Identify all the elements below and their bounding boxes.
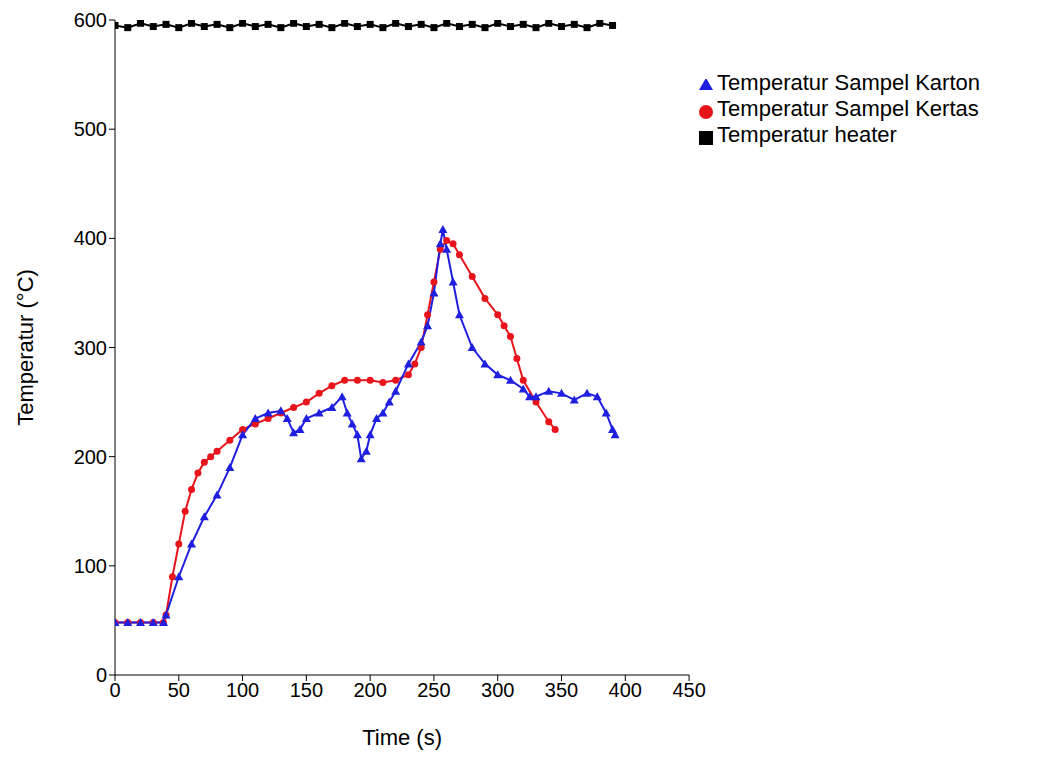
svg-text:600: 600 <box>74 9 107 31</box>
svg-text:100: 100 <box>74 555 107 577</box>
svg-text:300: 300 <box>74 337 107 359</box>
svg-text:200: 200 <box>353 679 386 701</box>
html-text:Temperatur Sampel Karton: Temperatur Sampel Karton <box>717 70 980 95</box>
svg-text:0: 0 <box>96 664 107 686</box>
svg-text:500: 500 <box>74 118 107 140</box>
svg-text:450: 450 <box>672 679 705 701</box>
svg-text:250: 250 <box>417 679 450 701</box>
svg-text:100: 100 <box>226 679 259 701</box>
svg-text:350: 350 <box>545 679 578 701</box>
svg-text:200: 200 <box>74 446 107 468</box>
html-text:Temperatur Sampel Kertas: Temperatur Sampel Kertas <box>717 96 979 121</box>
svg-text:Time (s): Time (s) <box>362 725 442 750</box>
svg-text:400: 400 <box>609 679 642 701</box>
svg-text:400: 400 <box>74 227 107 249</box>
svg-text:Temperatur (°C): Temperatur (°C) <box>13 269 38 426</box>
html-text:Temperatur heater: Temperatur heater <box>717 122 897 147</box>
svg-text:150: 150 <box>290 679 323 701</box>
svg-text:50: 50 <box>168 679 190 701</box>
svg-text:0: 0 <box>109 679 120 701</box>
svg-text:300: 300 <box>481 679 514 701</box>
